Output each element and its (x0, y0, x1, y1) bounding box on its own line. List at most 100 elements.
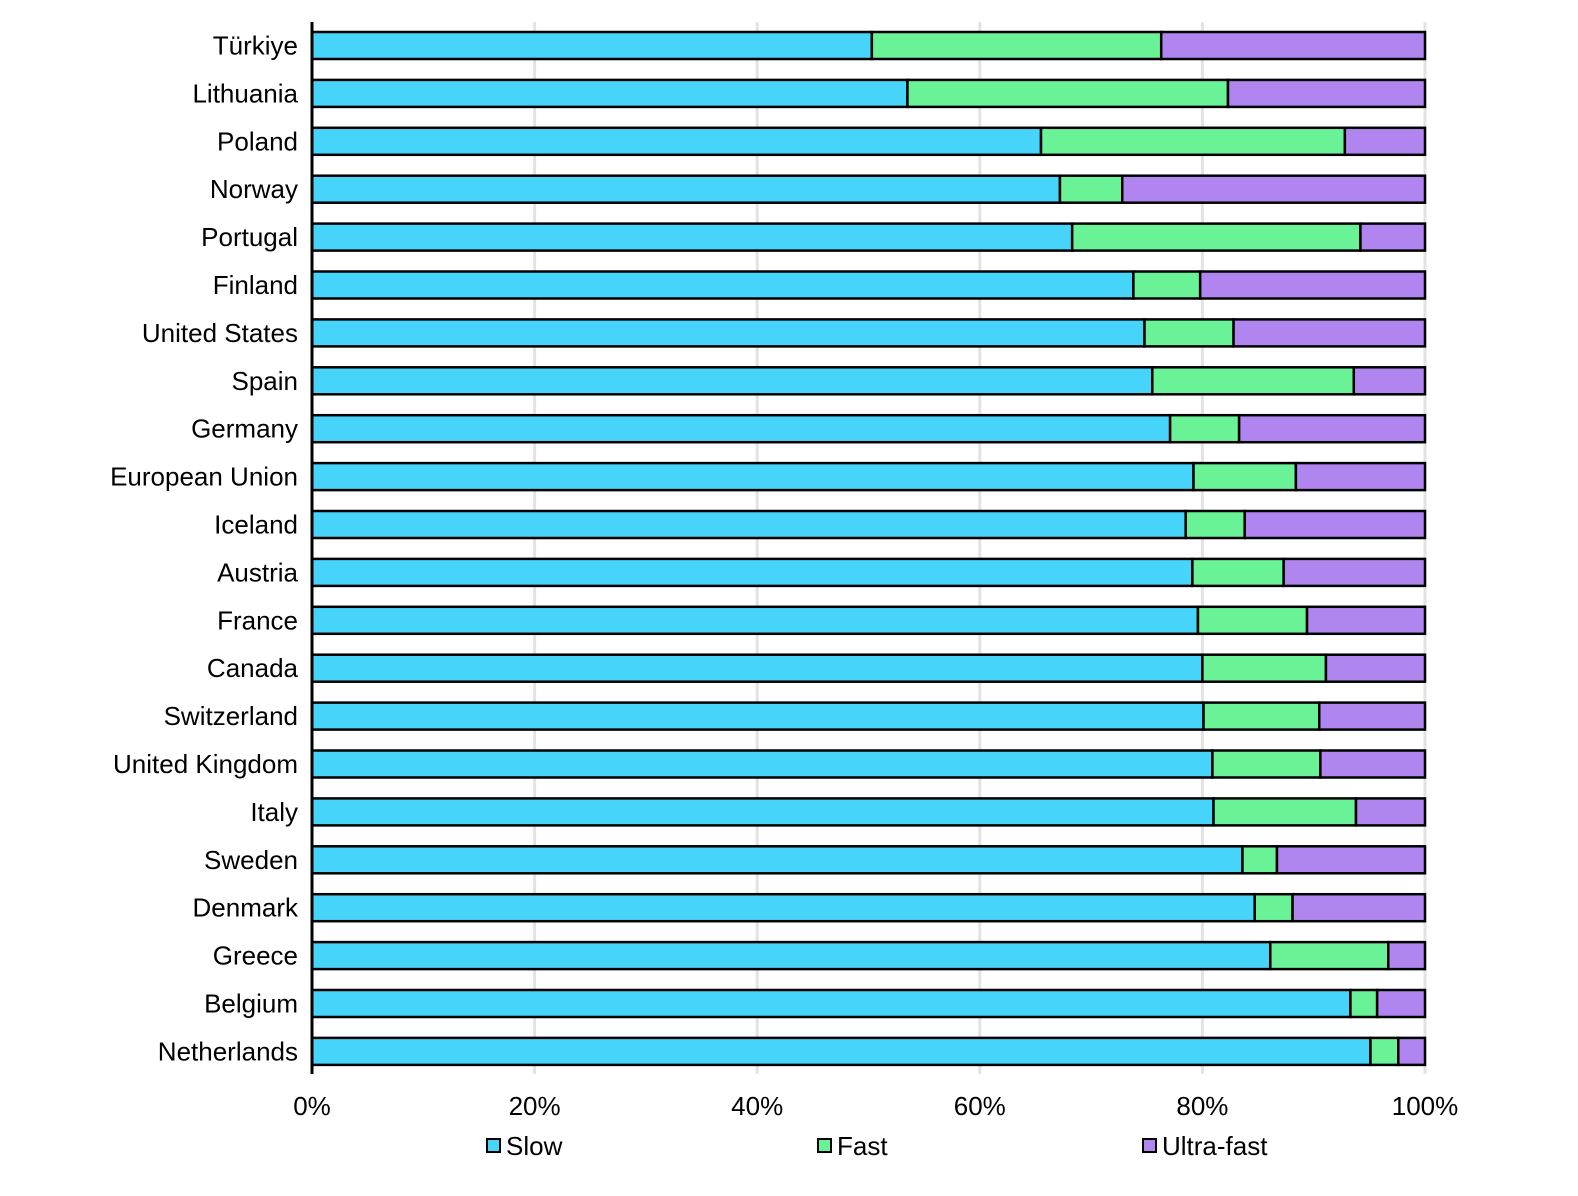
bar-segment-ultra-fast (1359, 222, 1427, 252)
category-label: Sweden (204, 845, 298, 875)
x-tick-label: 100% (1392, 1091, 1459, 1121)
bar-segment-ultra-fast (1291, 892, 1427, 923)
bar-segment-slow (310, 749, 1214, 779)
bar-segment-slow (310, 174, 1062, 204)
category-label: Norway (210, 174, 298, 204)
bar-segment-slow (310, 126, 1043, 157)
bar-segment-ultra-fast (1397, 1036, 1427, 1067)
bar-segment-fast (1211, 749, 1322, 779)
x-tick-label: 60% (954, 1091, 1006, 1121)
x-tick-label: 20% (509, 1091, 561, 1121)
bar-segment-fast (1191, 557, 1285, 588)
bar-segment-slow (310, 845, 1244, 875)
category-label: Denmark (193, 893, 299, 923)
bar-segment-slow (310, 988, 1352, 1019)
bar-segment-slow (310, 940, 1272, 971)
category-label: European Union (110, 462, 298, 492)
category-label: France (217, 605, 298, 635)
bar-segment-slow (310, 797, 1215, 827)
legend-label: Fast (837, 1131, 888, 1161)
legend-swatch (817, 1138, 832, 1153)
bar-segment-ultra-fast (1343, 126, 1427, 157)
bar-segment-fast (1212, 797, 1358, 827)
bar-segment-slow (310, 318, 1146, 348)
category-label: Belgium (204, 989, 298, 1019)
bar-segment-ultra-fast (1121, 174, 1427, 204)
bar-segment-fast (1168, 413, 1241, 444)
category-label: Iceland (214, 510, 298, 540)
category-label: Poland (217, 126, 298, 156)
bar-segment-ultra-fast (1387, 940, 1427, 971)
bar-segment-fast (1369, 1036, 1400, 1067)
bar-segment-fast (1196, 605, 1309, 636)
bar-segment-fast (1184, 509, 1246, 540)
bar-segment-ultra-fast (1243, 509, 1427, 540)
x-tick-label: 80% (1176, 1091, 1228, 1121)
category-label: Türkiye (213, 31, 298, 61)
bar-segment-fast (1039, 126, 1347, 157)
legend-label: Ultra-fast (1162, 1131, 1268, 1161)
category-label: Canada (207, 653, 299, 683)
category-label: Italy (250, 797, 298, 827)
bar-segment-slow (310, 366, 1154, 396)
bar-segment-slow (310, 557, 1194, 588)
bar-segment-ultra-fast (1294, 461, 1427, 492)
bar-segment-fast (1202, 701, 1321, 731)
bar-segment-fast (1058, 174, 1124, 204)
bar-segment-slow (310, 222, 1074, 252)
bar-segment-ultra-fast (1237, 413, 1427, 444)
bar-segment-fast (1070, 222, 1362, 252)
bar-segment-slow (310, 605, 1200, 636)
x-tick-label: 0% (293, 1091, 331, 1121)
bar-segment-ultra-fast (1319, 749, 1427, 779)
bar-segment-fast (1349, 988, 1379, 1019)
category-label: Finland (213, 270, 298, 300)
bar-segment-slow (310, 30, 874, 61)
bar-segment-ultra-fast (1324, 653, 1427, 683)
legend-swatch (486, 1138, 501, 1153)
bar-segment-ultra-fast (1159, 30, 1427, 61)
bar-segment-fast (870, 30, 1163, 61)
category-label: Netherlands (158, 1036, 298, 1066)
bar-segment-ultra-fast (1318, 701, 1427, 731)
category-label: Portugal (201, 222, 298, 252)
category-label: Austria (217, 557, 298, 587)
bar-segment-slow (310, 701, 1205, 731)
legend-swatch (1142, 1138, 1157, 1153)
category-label: Lithuania (192, 78, 298, 108)
bar-segment-ultra-fast (1275, 845, 1427, 875)
bar-segment-slow (310, 653, 1204, 683)
bar-segment-fast (1241, 845, 1279, 875)
bar-segment-slow (310, 270, 1135, 300)
bar-segment-fast (1143, 318, 1235, 348)
bar-segment-ultra-fast (1375, 988, 1427, 1019)
category-label: Spain (232, 366, 299, 396)
category-label: Germany (191, 414, 298, 444)
bar-segment-slow (310, 509, 1187, 540)
bar-segment-slow (310, 892, 1256, 923)
bar-segment-slow (310, 461, 1195, 492)
bar-segment-ultra-fast (1198, 270, 1427, 300)
bar-segment-slow (310, 413, 1172, 444)
bar-segment-fast (1132, 270, 1202, 300)
bar-segment-fast (1201, 653, 1328, 683)
bar-segment-fast (1151, 366, 1356, 396)
category-label: United Kingdom (113, 749, 298, 779)
x-tick-label: 40% (731, 1091, 783, 1121)
bar-segment-ultra-fast (1305, 605, 1427, 636)
bar-segment-ultra-fast (1354, 797, 1427, 827)
bar-segment-slow (310, 78, 909, 109)
category-label: United States (142, 318, 298, 348)
bar-segment-ultra-fast (1282, 557, 1427, 588)
bar-segment-slow (310, 1036, 1372, 1067)
category-label: Greece (213, 941, 298, 971)
legend-label: Slow (506, 1131, 563, 1161)
bar-segment-fast (1269, 940, 1390, 971)
bar-segment-ultra-fast (1226, 78, 1427, 109)
bar-layer (310, 30, 1427, 1067)
bar-segment-ultra-fast (1232, 318, 1427, 348)
bar-segment-ultra-fast (1352, 366, 1427, 396)
bar-segment-fast (906, 78, 1230, 109)
